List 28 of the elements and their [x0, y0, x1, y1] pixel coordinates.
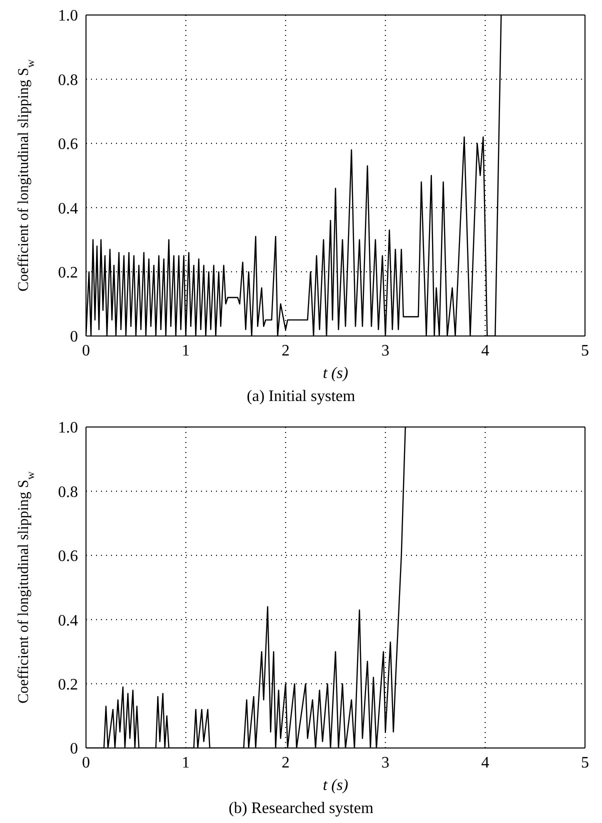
- x-axis-title: t (s): [322, 777, 348, 794]
- x-tick-label: 5: [581, 754, 589, 772]
- x-tick-label: 1: [182, 342, 190, 360]
- x-tick-label: 0: [82, 754, 90, 772]
- y-tick-label: 0.4: [58, 612, 78, 630]
- x-tick-label: 1: [182, 754, 190, 772]
- y-tick-label: 1.0: [58, 420, 78, 437]
- text: (a) Initial system: [246, 388, 356, 406]
- x-tick-label: 2: [282, 754, 290, 772]
- x-tick-label: 5: [581, 342, 589, 360]
- x-tick-label: 4: [481, 754, 490, 772]
- x-tick-label: 4: [481, 342, 490, 360]
- text: (b) Researched system: [228, 800, 374, 818]
- y-tick-label: 1.0: [58, 8, 78, 25]
- x-tick-label: 2: [282, 342, 290, 360]
- y-tick-label: 0.2: [58, 676, 78, 694]
- x-tick-label: 3: [381, 342, 390, 360]
- y-tick-label: 0.4: [58, 200, 78, 218]
- x-tick-label: 3: [381, 754, 390, 772]
- y-tick-label: 0.6: [58, 136, 78, 154]
- y-tick-label: 0.2: [58, 264, 78, 282]
- y-tick-label: 0: [70, 740, 78, 758]
- y-tick-label: 0: [70, 328, 78, 346]
- x-axis-title: t (s): [322, 365, 348, 382]
- x-tick-label: 0: [82, 342, 90, 360]
- y-tick-label: 0.8: [58, 72, 78, 89]
- y-tick-label: 0.6: [58, 548, 78, 566]
- y-tick-label: 0.8: [58, 484, 78, 501]
